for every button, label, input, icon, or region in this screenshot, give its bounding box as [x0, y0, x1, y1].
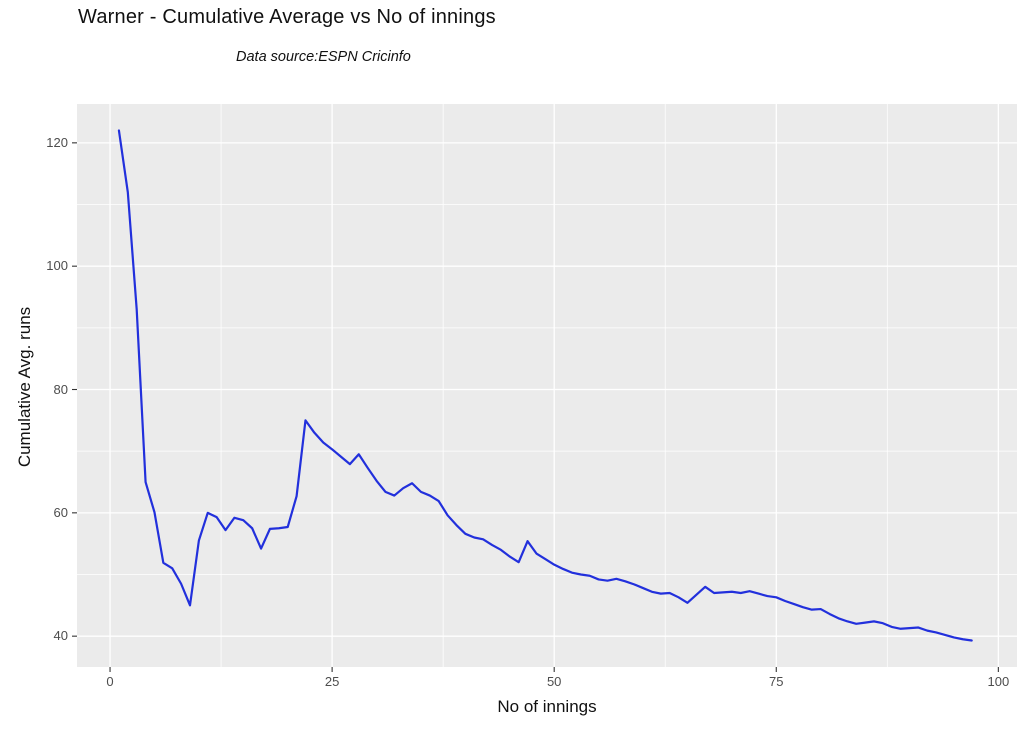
- x-tick-label: 0: [106, 674, 114, 689]
- x-tick-label: 50: [546, 674, 562, 689]
- y-tick-label: 40: [53, 628, 68, 644]
- y-tick-label: 120: [46, 134, 68, 150]
- cumulative-average-line: [117, 129, 973, 642]
- y-tick-label: 80: [53, 381, 68, 397]
- chart-title: Warner - Cumulative Average vs No of inn…: [78, 6, 496, 28]
- x-tick-label: 75: [769, 674, 784, 689]
- x-axis-title: No of innings: [497, 697, 597, 716]
- x-tick-label: 100: [987, 674, 1010, 689]
- plot-panel: [72, 104, 1017, 672]
- line-chart-svg: [72, 104, 1017, 672]
- x-tick-label: 25: [324, 674, 340, 689]
- y-tick-label: 100: [46, 258, 68, 274]
- y-axis-title: Cumulative Avg. runs: [15, 306, 34, 468]
- chart-subtitle: Data source:ESPN Cricinfo: [236, 49, 411, 65]
- y-tick-label: 60: [53, 504, 68, 520]
